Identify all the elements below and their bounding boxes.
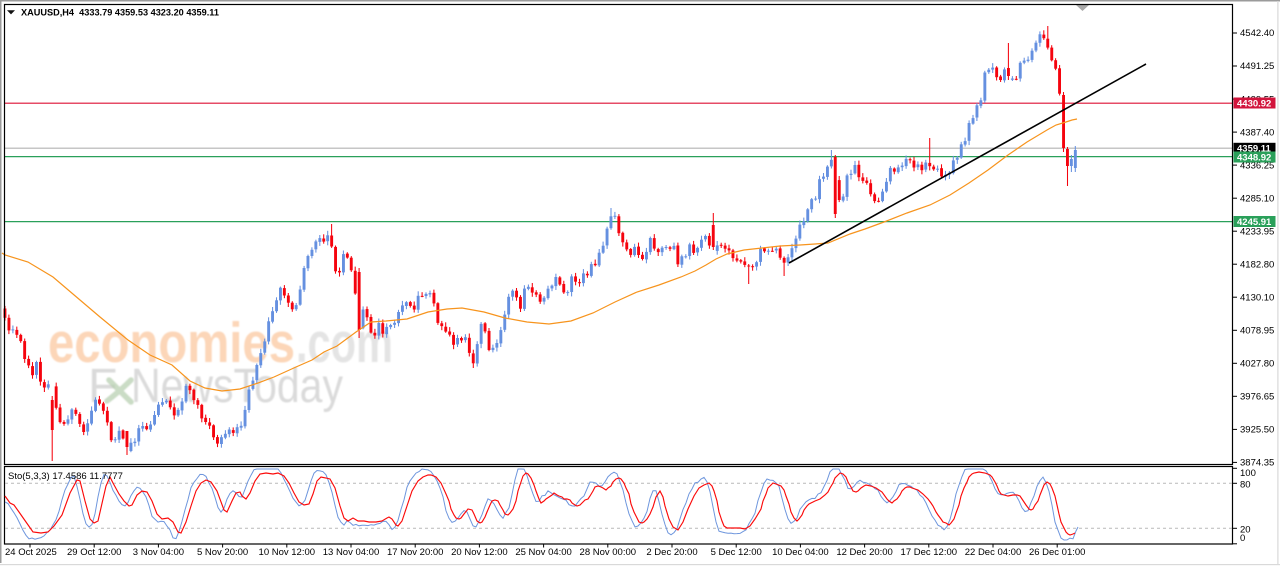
svg-text:4027.80: 4027.80	[1240, 359, 1274, 370]
svg-text:4233.95: 4233.95	[1240, 226, 1274, 237]
svg-text:4491.25: 4491.25	[1240, 61, 1274, 72]
svg-text:20 Nov 12:00: 20 Nov 12:00	[451, 547, 508, 558]
svg-text:4078.95: 4078.95	[1240, 326, 1274, 337]
svg-text:25 Nov 04:00: 25 Nov 04:00	[515, 547, 572, 558]
svg-text:3 Nov 04:00: 3 Nov 04:00	[133, 547, 184, 558]
svg-text:0: 0	[1240, 533, 1245, 544]
svg-text:NewsToday: NewsToday	[131, 360, 343, 413]
svg-text:4182.80: 4182.80	[1240, 259, 1274, 270]
svg-text:28 Nov 00:00: 28 Nov 00:00	[580, 547, 637, 558]
svg-text:12 Dec 20:00: 12 Dec 20:00	[836, 547, 893, 558]
svg-text:10 Nov 12:00: 10 Nov 12:00	[259, 547, 316, 558]
svg-text:3874.35: 3874.35	[1240, 458, 1274, 469]
svg-text:20: 20	[1240, 525, 1251, 536]
svg-text:4359.11: 4359.11	[1237, 144, 1272, 155]
svg-text:13 Nov 04:00: 13 Nov 04:00	[323, 547, 380, 558]
svg-text:4430.92: 4430.92	[1237, 99, 1271, 110]
svg-text:4542.40: 4542.40	[1240, 28, 1274, 39]
svg-text:Sto(5,3,3) 17.4586 11.7777: Sto(5,3,3) 17.4586 11.7777	[8, 471, 123, 482]
svg-text:24 Oct 2025: 24 Oct 2025	[5, 547, 57, 558]
svg-text:3976.65: 3976.65	[1240, 392, 1274, 403]
svg-text:17 Nov 20:00: 17 Nov 20:00	[387, 547, 444, 558]
svg-text:XAUUSD,H4 4333.79 4359.53 432: XAUUSD,H4 4333.79 4359.53 4323.20 4359.1…	[21, 8, 220, 19]
svg-text:4130.10: 4130.10	[1240, 292, 1274, 303]
svg-text:17 Dec 12:00: 17 Dec 12:00	[901, 547, 958, 558]
svg-text:4285.10: 4285.10	[1240, 193, 1274, 204]
svg-text:5 Dec 12:00: 5 Dec 12:00	[711, 547, 762, 558]
svg-text:80: 80	[1240, 480, 1251, 491]
svg-text:29 Oct 12:00: 29 Oct 12:00	[67, 547, 121, 558]
svg-text:4387.40: 4387.40	[1240, 127, 1274, 138]
svg-text:10 Dec 04:00: 10 Dec 04:00	[772, 547, 829, 558]
svg-text:4348.92: 4348.92	[1237, 153, 1271, 164]
svg-text:3925.50: 3925.50	[1240, 425, 1274, 436]
svg-text:2 Dec 20:00: 2 Dec 20:00	[646, 547, 697, 558]
svg-text:4245.91: 4245.91	[1237, 217, 1272, 228]
svg-text:4336.25: 4336.25	[1240, 160, 1274, 171]
svg-text:22 Dec 04:00: 22 Dec 04:00	[965, 547, 1022, 558]
svg-text:5 Nov 20:00: 5 Nov 20:00	[197, 547, 248, 558]
svg-text:100: 100	[1240, 468, 1256, 479]
svg-text:26 Dec 01:00: 26 Dec 01:00	[1029, 547, 1086, 558]
